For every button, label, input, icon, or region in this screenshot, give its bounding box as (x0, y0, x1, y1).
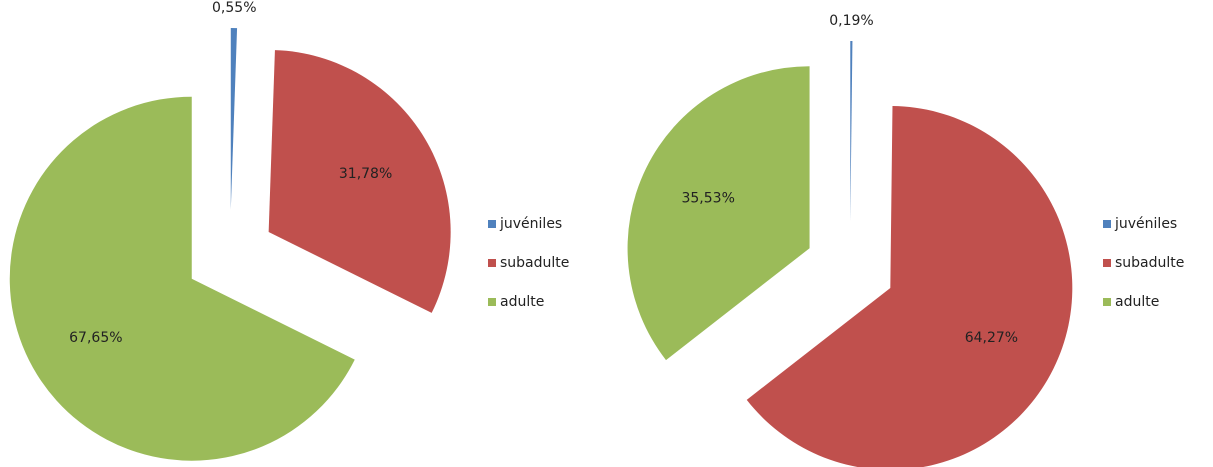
data-label: 35,53% (681, 191, 734, 207)
legend-swatch (1103, 220, 1111, 228)
data-label: 0,19% (829, 13, 873, 29)
legend-swatch (1103, 259, 1111, 267)
legend-label: adulte (500, 294, 544, 310)
legend-swatch (488, 298, 496, 306)
legend-swatch (488, 259, 496, 267)
data-label: 31,78% (339, 166, 392, 182)
legend-swatch (488, 220, 496, 228)
legend-label: adulte (1115, 294, 1159, 310)
pie-slice (627, 66, 810, 361)
pie-slice (268, 50, 451, 313)
pie-slice (850, 41, 853, 224)
data-label: 64,27% (965, 330, 1018, 346)
data-label: 0,55% (212, 0, 256, 16)
legend-swatch (1103, 298, 1111, 306)
legend-label: subadulte (1115, 255, 1184, 271)
legend-label: juvéniles (499, 216, 562, 232)
data-label: 67,65% (69, 330, 122, 346)
legend-label: juvéniles (1114, 216, 1177, 232)
legend-label: subadulte (500, 255, 569, 271)
pie-slice (746, 106, 1073, 467)
pie-slice (9, 96, 355, 461)
pie-slice (230, 28, 238, 211)
